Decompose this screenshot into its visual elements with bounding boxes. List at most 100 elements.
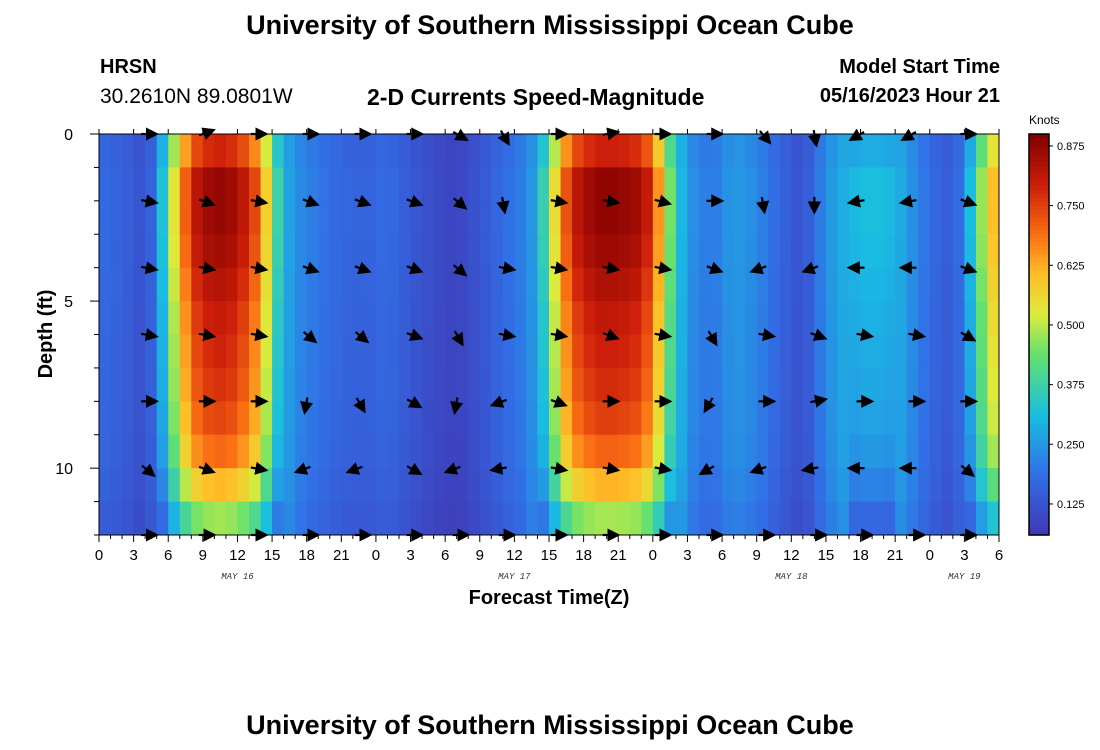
heatmap-cell <box>537 434 550 469</box>
colorbar-tick-label: 0.500 <box>1057 320 1085 332</box>
heatmap-cell <box>399 434 412 469</box>
heatmap-cell <box>941 334 954 369</box>
heatmap-cell <box>872 367 885 402</box>
heatmap-cell <box>791 434 804 469</box>
heatmap-cell <box>99 367 112 402</box>
heatmap-cell <box>237 267 250 302</box>
colorbar-swatch <box>1029 510 1049 516</box>
colorbar-swatch <box>1029 418 1049 424</box>
colorbar-swatch <box>1029 294 1049 300</box>
heatmap-cell <box>260 301 273 335</box>
heatmap-cell <box>525 234 538 269</box>
heatmap-cell <box>479 301 492 335</box>
heatmap-cell <box>975 167 988 202</box>
heatmap-cell <box>318 267 331 302</box>
heatmap-cell <box>768 334 781 369</box>
heatmap-cell <box>191 501 204 536</box>
heatmap-cell <box>537 401 550 436</box>
heatmap-cell <box>399 234 412 269</box>
heatmap-cell <box>825 134 838 168</box>
heatmap-cell <box>837 167 850 202</box>
heatmap-cell <box>179 468 192 503</box>
heatmap-cell <box>272 468 285 503</box>
heatmap-cell <box>583 501 596 536</box>
heatmap-cell <box>664 234 677 269</box>
heatmap-cell <box>225 334 238 369</box>
heatmap-cell <box>179 334 192 369</box>
heatmap-cell <box>456 234 469 269</box>
heatmap-cell <box>987 334 1000 369</box>
heatmap-cell <box>906 434 919 469</box>
heatmap-cell <box>814 334 827 369</box>
current-arrow <box>451 330 464 347</box>
heatmap-cell <box>722 134 735 168</box>
heatmap-cell <box>872 468 885 503</box>
heatmap-cell <box>433 367 446 402</box>
colorbar-swatch <box>1029 458 1049 464</box>
heatmap-cell <box>664 501 677 536</box>
heatmap-cell <box>364 267 377 302</box>
current-arrow <box>141 328 159 342</box>
heatmap-cell <box>352 468 365 503</box>
heatmap-cell <box>306 301 319 335</box>
heatmap-cell <box>445 167 458 202</box>
heatmap-cell <box>145 200 158 235</box>
x-tick-label: 3 <box>129 547 137 564</box>
heatmap-cell <box>687 401 700 436</box>
heatmap-cell <box>779 267 792 302</box>
heatmap-cell <box>883 401 896 436</box>
heatmap-cell <box>710 501 723 536</box>
current-arrow <box>452 196 468 210</box>
heatmap-cell <box>779 468 792 503</box>
heatmap-cell <box>629 434 642 469</box>
heatmap-cell <box>237 367 250 402</box>
heatmap-cell <box>145 434 158 469</box>
heatmap-cell <box>572 401 585 436</box>
heatmap-cell <box>549 234 562 269</box>
heatmap-cell <box>341 267 354 302</box>
heatmap-cell <box>733 468 746 503</box>
heatmap-cell <box>895 167 908 202</box>
heatmap-cell <box>133 334 146 369</box>
heatmap-cell <box>618 501 631 536</box>
heatmap-cell <box>664 468 677 503</box>
current-arrow <box>498 261 517 275</box>
heatmap-cell <box>191 200 204 235</box>
heatmap-cell <box>779 367 792 402</box>
heatmap-cell <box>641 267 654 302</box>
heatmap-cell <box>825 334 838 369</box>
heatmap-cell <box>468 200 481 235</box>
heatmap-cell <box>895 501 908 536</box>
heatmap-cell <box>456 434 469 469</box>
heatmap-cell <box>214 167 227 202</box>
colorbar-swatch <box>1029 302 1049 308</box>
heatmap-cell <box>687 334 700 369</box>
colorbar-swatch <box>1029 394 1049 400</box>
heatmap-cell <box>318 134 331 168</box>
heatmap-cell <box>929 401 942 436</box>
current-arrow <box>550 461 569 475</box>
heatmap-cell <box>952 267 965 302</box>
heatmap-cell <box>214 434 227 469</box>
heatmap-cell <box>952 501 965 536</box>
current-arrow <box>198 194 216 208</box>
heatmap-cell <box>375 267 388 302</box>
heatmap-cell <box>364 401 377 436</box>
heatmap-cell <box>699 501 712 536</box>
current-arrow <box>250 328 269 342</box>
heatmap-cell <box>791 234 804 269</box>
heatmap-cell <box>295 301 308 335</box>
x-tick-label: 15 <box>541 547 558 564</box>
heatmap-cell <box>768 134 781 168</box>
current-arrow <box>498 328 517 342</box>
heatmap-cell <box>756 367 769 402</box>
colorbar-tick-label: 0.625 <box>1057 260 1085 272</box>
heatmap-cell <box>606 167 619 202</box>
heatmap-cell <box>399 200 412 235</box>
heatmap-cell <box>295 167 308 202</box>
heatmap-cell <box>549 367 562 402</box>
heatmap-cell <box>514 301 527 335</box>
heatmap-cell <box>629 401 642 436</box>
colorbar-swatch <box>1029 162 1049 167</box>
heatmap-cell <box>906 234 919 269</box>
